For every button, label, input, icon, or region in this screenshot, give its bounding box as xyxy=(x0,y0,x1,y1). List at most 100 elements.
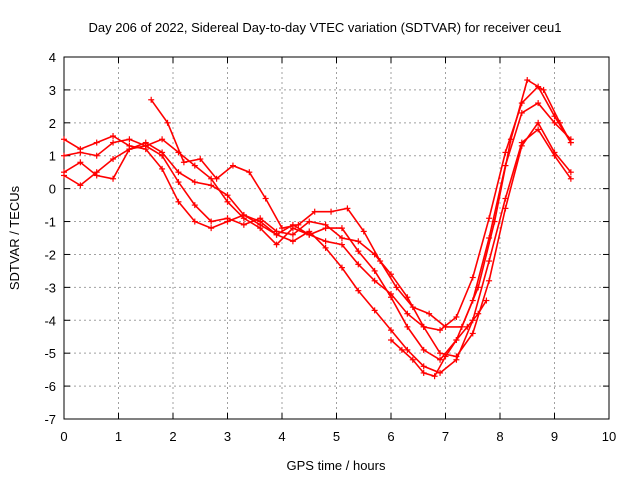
data-point xyxy=(110,156,117,163)
data-point xyxy=(567,175,574,182)
data-point xyxy=(208,218,215,225)
data-point xyxy=(458,323,465,330)
data-point xyxy=(360,228,367,235)
data-point xyxy=(61,172,67,179)
data-point xyxy=(371,307,378,314)
data-point xyxy=(344,205,351,212)
y-tick-label: 0 xyxy=(49,182,56,197)
data-point xyxy=(322,238,329,245)
series-trace xyxy=(63,121,572,358)
data-point xyxy=(535,100,542,107)
data-point xyxy=(437,369,444,376)
data-point xyxy=(311,208,318,215)
data-point xyxy=(437,350,444,357)
data-point xyxy=(502,149,509,156)
data-point xyxy=(61,136,67,143)
data-point xyxy=(110,139,117,146)
data-point xyxy=(257,215,264,222)
data-point xyxy=(328,208,335,215)
data-point xyxy=(77,182,84,189)
data-point xyxy=(469,330,476,337)
data-point xyxy=(213,175,220,182)
data-point xyxy=(567,139,574,146)
x-tick-label: 7 xyxy=(442,429,449,444)
data-point xyxy=(486,215,493,222)
data-point xyxy=(556,119,563,126)
x-tick-label: 6 xyxy=(387,429,394,444)
data-point xyxy=(518,142,525,149)
data-point xyxy=(262,195,269,202)
data-point xyxy=(197,156,204,163)
x-tick-label: 5 xyxy=(333,429,340,444)
y-tick-label: -4 xyxy=(44,313,56,328)
x-tick-label: 3 xyxy=(224,429,231,444)
data-point xyxy=(279,225,285,232)
data-point xyxy=(240,215,247,222)
data-point xyxy=(483,297,490,304)
data-point xyxy=(77,149,84,156)
data-point xyxy=(338,225,345,232)
y-axis-ticks: -7 -6 -5 -4 -3 -2 -1 0 1 2 3 4 xyxy=(44,50,609,427)
data-point xyxy=(191,218,198,225)
data-point xyxy=(442,353,449,360)
data-point xyxy=(420,346,427,353)
series-track-1 xyxy=(61,126,574,376)
data-point xyxy=(502,205,509,212)
data-point xyxy=(475,284,482,291)
data-point xyxy=(273,241,280,248)
data-point xyxy=(61,152,67,159)
data-point xyxy=(507,136,514,143)
data-point xyxy=(164,119,171,126)
data-point xyxy=(524,77,531,84)
y-tick-label: -1 xyxy=(44,215,56,230)
data-point xyxy=(486,277,493,284)
data-point xyxy=(420,323,427,330)
data-point xyxy=(338,264,345,271)
series-trace xyxy=(63,102,572,361)
data-point xyxy=(355,287,362,294)
y-tick-label: -2 xyxy=(44,247,56,262)
data-point xyxy=(175,198,182,205)
series-trace xyxy=(63,128,572,374)
series-track-3 xyxy=(61,119,574,360)
data-point xyxy=(437,327,444,334)
data-point xyxy=(420,363,427,370)
x-tick-label: 10 xyxy=(602,429,616,444)
data-point xyxy=(191,202,198,209)
data-point xyxy=(93,169,100,176)
data-point xyxy=(93,152,100,159)
data-point xyxy=(240,221,247,228)
data-point xyxy=(289,238,296,245)
data-point xyxy=(388,327,394,334)
data-point xyxy=(420,369,427,376)
data-point xyxy=(409,304,416,311)
data-point xyxy=(437,356,444,363)
x-tick-label: 0 xyxy=(60,429,67,444)
data-point xyxy=(159,136,166,143)
data-point xyxy=(540,86,547,93)
data-point xyxy=(464,323,471,330)
data-point xyxy=(355,248,362,255)
data-point xyxy=(377,258,384,265)
data-point xyxy=(110,132,117,139)
data-point xyxy=(142,142,149,149)
data-point xyxy=(535,119,542,126)
data-point xyxy=(355,238,362,245)
x-tick-label: 8 xyxy=(496,429,503,444)
data-point xyxy=(191,162,198,169)
data-point xyxy=(175,179,182,186)
data-point xyxy=(409,356,416,363)
x-tick-label: 2 xyxy=(169,429,176,444)
grid xyxy=(64,57,609,419)
data-point xyxy=(208,175,215,182)
data-point xyxy=(289,231,296,238)
data-point xyxy=(224,198,231,205)
data-point xyxy=(567,169,574,176)
data-point xyxy=(426,310,433,317)
chart-title: Day 206 of 2022, Sidereal Day-to-day VTE… xyxy=(88,20,561,35)
y-tick-label: 4 xyxy=(49,50,56,65)
data-point xyxy=(404,310,411,317)
data-point xyxy=(126,146,133,153)
x-tick-label: 4 xyxy=(278,429,285,444)
